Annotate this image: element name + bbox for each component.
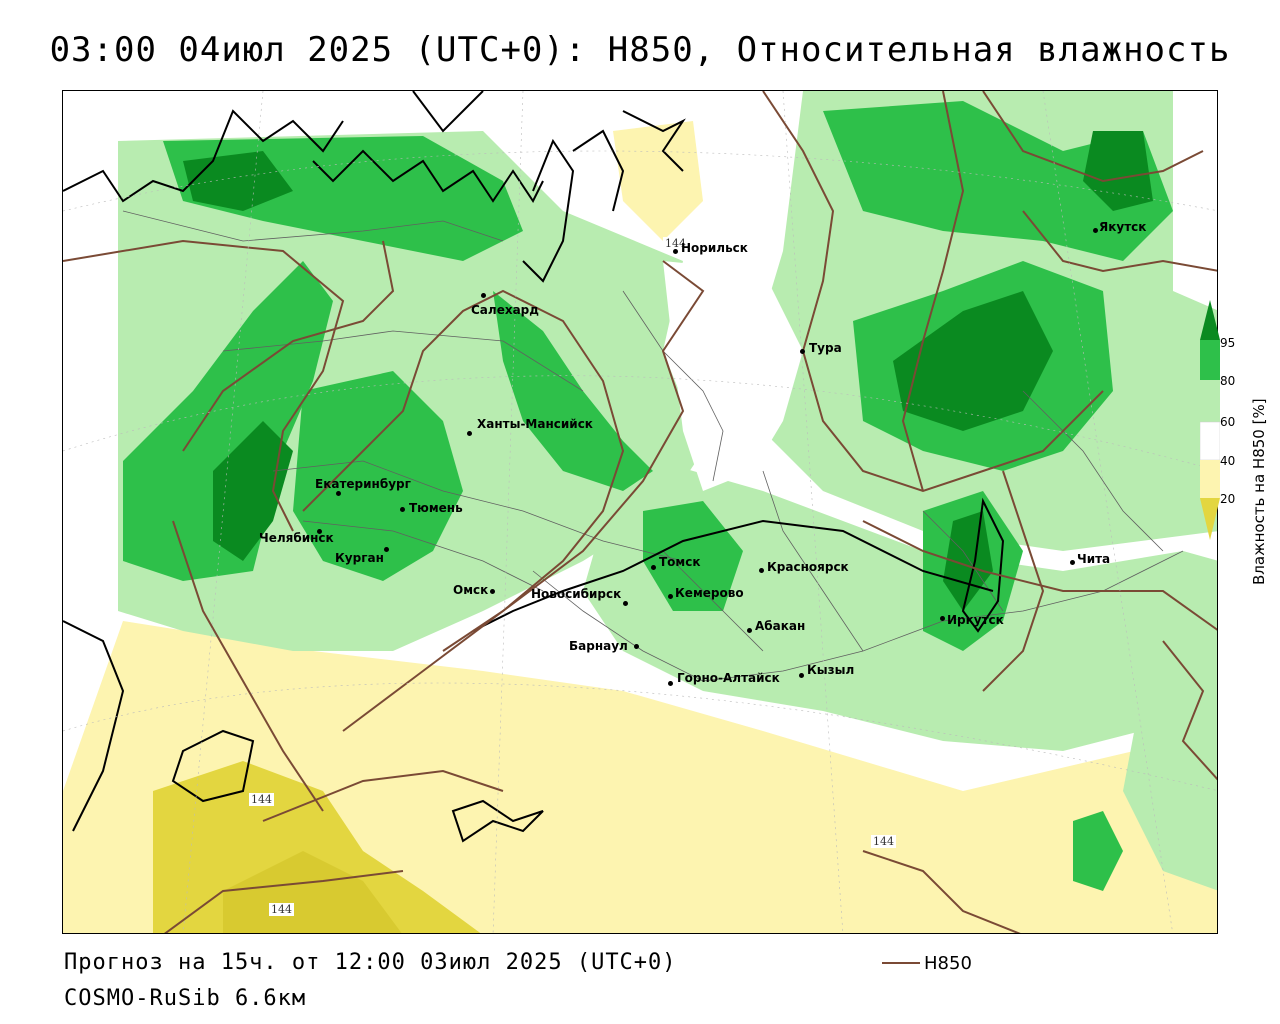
- contour-label: 144: [871, 835, 896, 848]
- city-label: Кемерово: [675, 586, 744, 600]
- city-marker: [623, 601, 628, 606]
- city-label: Чита: [1077, 552, 1111, 566]
- colorbar-tick: 20: [1220, 492, 1236, 506]
- city-label: Ханты-Мансийск: [477, 417, 593, 431]
- city-marker: [673, 249, 678, 254]
- city-marker: [490, 589, 495, 594]
- humidity-colorbar: [1200, 300, 1220, 540]
- city-label: Горно-Алтайск: [677, 671, 780, 685]
- city-marker: [940, 616, 945, 621]
- city-marker: [317, 529, 322, 534]
- city-label: Тюмень: [409, 501, 463, 515]
- city-marker: [634, 644, 639, 649]
- city-label: Томск: [659, 555, 701, 569]
- city-label: Кызыл: [807, 663, 855, 677]
- model-name: COSMO-RuSib 6.6км: [64, 986, 307, 1011]
- colorbar-tick: 60: [1220, 415, 1236, 429]
- city-label: Норильск: [681, 241, 748, 255]
- city-marker: [1093, 228, 1098, 233]
- city-marker: [799, 673, 804, 678]
- colorbar-title: Влажность на H850 [%]: [1250, 398, 1268, 585]
- city-marker: [481, 293, 486, 298]
- humidity-field: [63, 91, 1217, 933]
- city-label: Екатеринбург: [315, 477, 411, 491]
- map-title: 03:00 04июл 2025 (UTC+0): H850, Относите…: [49, 30, 1231, 70]
- h850-legend-line: [882, 962, 920, 964]
- city-marker: [800, 349, 805, 354]
- city-label: Барнаул: [569, 639, 628, 653]
- colorbar-tick: 95: [1220, 336, 1236, 350]
- city-label: Новосибирск: [531, 587, 622, 601]
- city-label: Курган: [335, 551, 384, 565]
- city-marker: [384, 547, 389, 552]
- city-marker: [336, 491, 341, 496]
- city-label: Омск: [453, 583, 489, 597]
- city-label: Якутск: [1099, 220, 1147, 234]
- map-panel: 144 144 144 144 Якутск Норильск Салехард…: [62, 90, 1218, 934]
- colorbar-tick: 80: [1220, 374, 1236, 388]
- city-label: Челябинск: [259, 531, 334, 545]
- city-marker: [400, 507, 405, 512]
- city-marker: [759, 568, 764, 573]
- city-marker: [651, 565, 656, 570]
- h850-legend-label: H850: [924, 953, 972, 974]
- city-marker: [747, 628, 752, 633]
- city-label: Тура: [809, 341, 842, 355]
- city-marker: [668, 594, 673, 599]
- city-label: Иркутск: [947, 613, 1004, 627]
- contour-label: 144: [663, 237, 688, 250]
- city-label: Абакан: [755, 619, 806, 633]
- contour-label: 144: [249, 793, 274, 806]
- city-marker: [668, 681, 673, 686]
- city-label: Салехард: [471, 303, 539, 317]
- city-label: Красноярск: [767, 560, 849, 574]
- city-marker: [467, 431, 472, 436]
- colorbar-tick: 40: [1220, 454, 1236, 468]
- forecast-info: Прогноз на 15ч. от 12:00 03июл 2025 (UTC…: [64, 950, 677, 975]
- contour-label: 144: [269, 903, 294, 916]
- city-marker: [1070, 560, 1075, 565]
